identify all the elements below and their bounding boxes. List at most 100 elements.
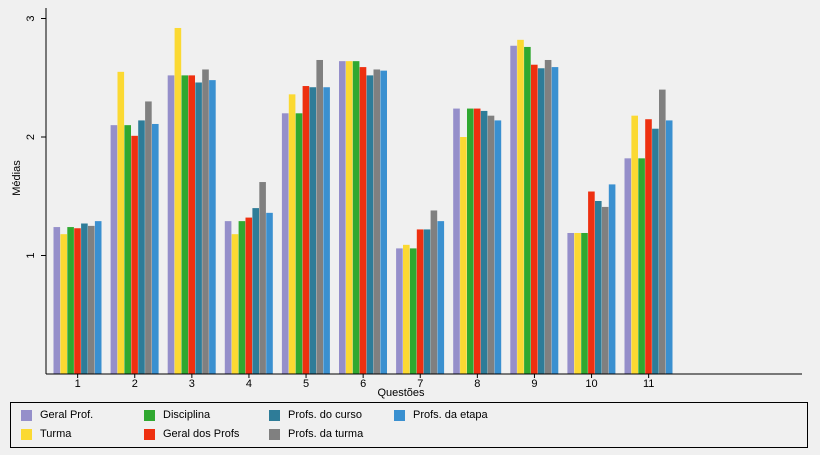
bar-q10-s4 (595, 200, 602, 374)
bar-q8-s0 (453, 108, 460, 374)
x-tick-label: 7 (417, 378, 423, 390)
bar-q2-s3 (131, 135, 138, 374)
bar-q3-s2 (181, 75, 189, 374)
x-tick-label: 3 (189, 378, 195, 390)
legend-label: Geral dos Profs (163, 428, 240, 440)
x-tick-label: 4 (246, 378, 252, 390)
x-tick-label: 5 (303, 378, 309, 390)
bar-q2-s1 (117, 71, 125, 374)
bar-q5-s4 (309, 87, 317, 374)
bar-q5-s6 (323, 87, 330, 374)
bar-q10-s3 (588, 191, 595, 374)
bar-q7-s2 (409, 248, 417, 374)
bar-q3-s4 (195, 82, 202, 375)
bar-q7-s0 (396, 248, 403, 374)
bar-q4-s5 (259, 182, 266, 374)
bar-q9-s3 (531, 64, 538, 374)
y-tick-label: 1 (25, 252, 37, 258)
legend-label: Profs. da etapa (413, 409, 488, 421)
bar-q5-s3 (302, 86, 310, 374)
legend-item-turma: Turma (21, 428, 71, 440)
bar-q1-s0 (53, 227, 61, 374)
bar-q2-s6 (152, 123, 159, 374)
x-tick-label: 11 (643, 378, 654, 390)
bar-q7-s3 (416, 229, 424, 374)
x-ticks: 1 2 3 4 5 6 7 8 9 10 11 (75, 374, 654, 390)
bar-q1-s1 (60, 234, 67, 374)
bar-q11-s1 (631, 115, 638, 375)
bar-q9-s2 (524, 46, 531, 374)
bar-q8-s1 (460, 137, 467, 374)
legend-item-disciplina: Disciplina (144, 409, 210, 421)
bars-group (53, 27, 673, 375)
bar-q1-s6 (94, 221, 102, 374)
bar-q2-s4 (138, 120, 145, 374)
bar-q7-s6 (437, 221, 445, 374)
bar-q4-s2 (238, 221, 246, 374)
x-tick-label: 1 (75, 378, 81, 390)
bar-q11-s3 (645, 119, 652, 374)
bar-q8-s4 (480, 110, 488, 375)
bar-q11-s6 (665, 120, 673, 374)
legend-item-geral-dos-profs: Geral dos Profs (144, 428, 239, 440)
bar-q3-s0 (167, 75, 175, 374)
y-tick-label: 3 (25, 15, 37, 21)
legend-label: Profs. do curso (288, 409, 362, 421)
bar-q8-s5 (487, 115, 495, 375)
bar-q6-s6 (380, 70, 387, 374)
bar-q10-s6 (608, 184, 616, 374)
bar-q5-s0 (281, 113, 289, 375)
bar-q1-s5 (88, 225, 95, 375)
bar-q9-s5 (544, 59, 552, 374)
y-axis-label: Médias (11, 160, 23, 196)
legend-label: Disciplina (163, 409, 211, 421)
legend-item-geral-prof: Geral Prof. (21, 409, 93, 421)
bar-q7-s1 (403, 244, 410, 374)
bar-q10-s5 (601, 206, 609, 374)
bar-q3-s5 (202, 69, 209, 375)
x-tick-label: 6 (360, 378, 366, 390)
legend-swatch (21, 428, 32, 440)
bar-q5-s5 (316, 59, 323, 374)
bar-q9-s6 (551, 67, 559, 374)
bar-q9-s4 (537, 68, 545, 375)
bar-q5-s2 (295, 113, 303, 375)
bar-q3-s3 (188, 75, 195, 374)
legend-swatch (144, 428, 155, 440)
x-tick-label: 9 (531, 378, 537, 390)
bar-q9-s0 (510, 45, 517, 374)
y-ticks: 1 2 3 (25, 15, 46, 259)
legend-swatch (269, 409, 280, 421)
bar-q4-s6 (266, 212, 273, 374)
legend-swatch (269, 428, 280, 440)
bar-q5-s1 (288, 94, 296, 374)
bar-q10-s2 (581, 232, 588, 374)
bar-q2-s5 (145, 101, 152, 374)
bar-q6-s0 (339, 61, 346, 374)
bar-q3-s1 (174, 27, 182, 374)
bar-q7-s5 (430, 210, 438, 374)
bar-q6-s3 (359, 67, 367, 374)
bar-q3-s6 (209, 80, 216, 375)
bar-q9-s1 (517, 39, 524, 374)
bar-q6-s5 (373, 69, 381, 375)
x-tick-label: 8 (474, 378, 480, 390)
bar-q4-s1 (231, 234, 239, 374)
bar-q10-s0 (567, 232, 574, 374)
legend-swatch (394, 409, 405, 421)
x-tick-label: 10 (585, 378, 597, 390)
legend-item-profs-do-curso: Profs. do curso (269, 409, 362, 421)
bar-q8-s3 (473, 108, 481, 374)
bar-q2-s2 (124, 125, 131, 375)
bar-q10-s1 (574, 232, 581, 374)
bar-q11-s4 (652, 128, 659, 374)
bar-q11-s0 (624, 158, 632, 374)
bar-q6-s1 (345, 61, 353, 374)
bar-q4-s3 (245, 217, 253, 374)
legend-swatch (144, 409, 155, 421)
bar-q1-s2 (67, 227, 74, 374)
legend-label: Geral Prof. (40, 409, 94, 421)
bar-q8-s6 (494, 120, 502, 374)
y-tick-label: 2 (25, 134, 37, 140)
bar-q8-s2 (467, 108, 474, 374)
